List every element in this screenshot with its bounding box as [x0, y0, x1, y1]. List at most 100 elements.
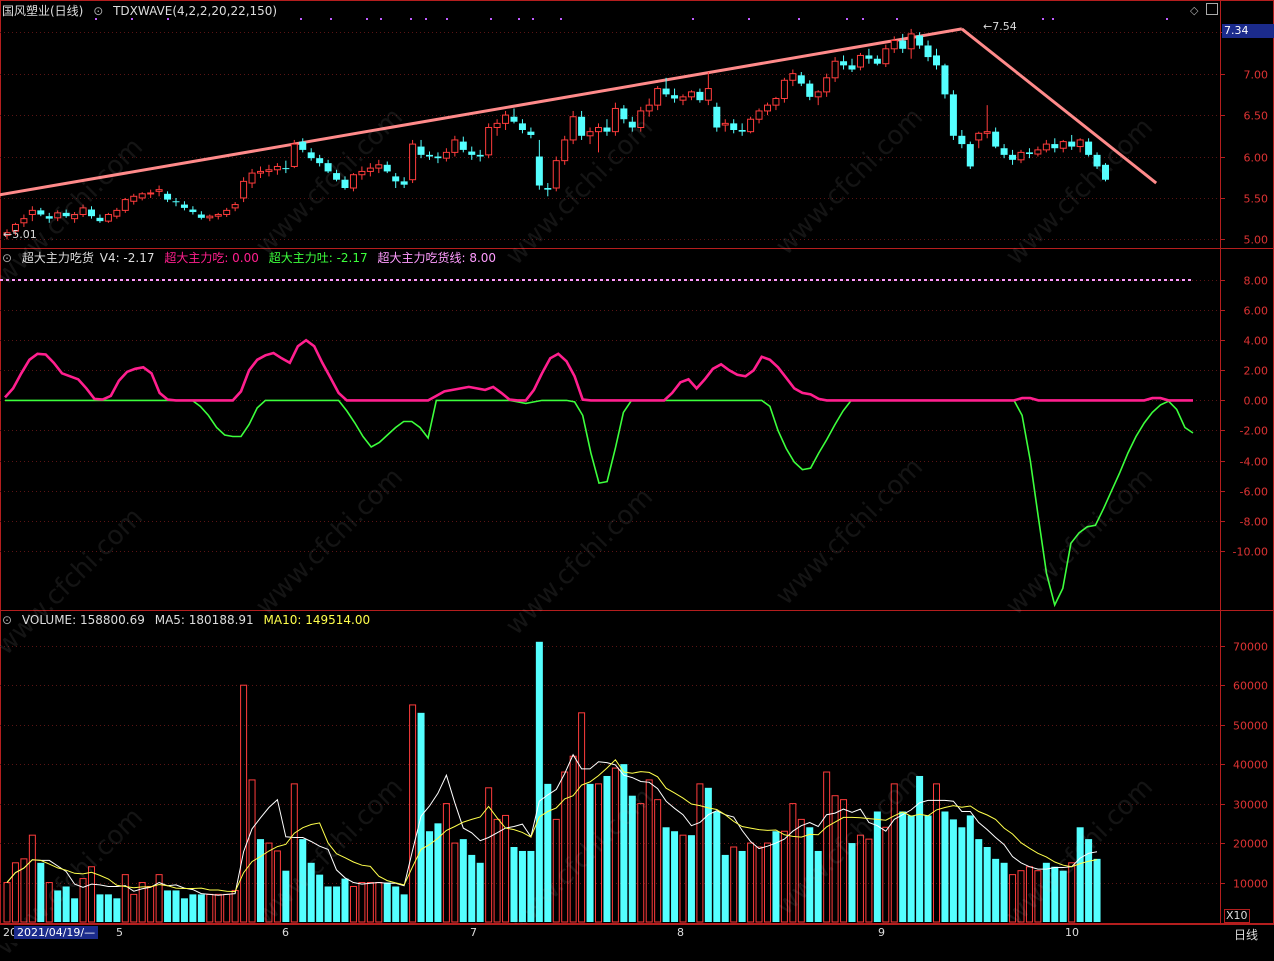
- volume-bar: [409, 704, 417, 923]
- candle-body: [240, 180, 248, 199]
- candle-body: [1025, 152, 1033, 155]
- volume-bar: [442, 803, 450, 923]
- date-prefix: 20: [3, 926, 17, 939]
- collapse-icon[interactable]: ⊙: [93, 4, 104, 18]
- diamond-icon[interactable]: ◇: [1190, 4, 1199, 17]
- volume-bar: [189, 894, 197, 922]
- candle-body: [916, 35, 924, 46]
- volume-bar: [510, 847, 518, 922]
- volume-bar: [121, 874, 129, 923]
- candle-body: [164, 193, 172, 200]
- volume-bar: [1068, 862, 1076, 923]
- candle-body: [197, 214, 205, 218]
- volume-bar: [654, 799, 662, 923]
- candle-body: [662, 88, 670, 95]
- volume-bar: [206, 893, 214, 923]
- volume-bar: [518, 850, 526, 922]
- month-label-8: 8: [677, 926, 684, 939]
- volume-bar: [324, 886, 332, 922]
- candle-body: [831, 60, 839, 79]
- candle-body: [79, 207, 87, 216]
- volume-bar: [1059, 870, 1067, 922]
- volume-bar: [62, 886, 70, 922]
- volume-tick-label: 20000: [1233, 838, 1268, 851]
- candle-body: [595, 127, 602, 133]
- candle-body: [37, 210, 45, 215]
- volume-bar: [747, 842, 755, 923]
- volume-bar: [535, 641, 543, 922]
- candle-body: [400, 181, 408, 185]
- candle-body: [121, 199, 129, 211]
- volume-bar: [1000, 862, 1008, 922]
- signal-marker: [167, 18, 169, 20]
- volume-bar: [20, 858, 28, 923]
- volume-bar: [721, 854, 729, 922]
- volume-bar: [147, 885, 155, 923]
- candle-body: [679, 96, 687, 101]
- signal-marker: [748, 18, 750, 20]
- volume-tick-label: 10000: [1233, 878, 1268, 891]
- signal-marker: [490, 18, 492, 20]
- volume-bar: [890, 783, 898, 923]
- period-label[interactable]: 日线: [1234, 928, 1259, 942]
- volume-bar: [307, 862, 315, 922]
- volume-bar: [71, 898, 79, 922]
- volume-tick-label: 40000: [1233, 759, 1268, 772]
- candle-body: [789, 73, 797, 81]
- candle-body: [172, 201, 180, 203]
- volume-bar: [240, 684, 248, 923]
- candle-body: [645, 104, 653, 112]
- volume-bar: [138, 882, 146, 923]
- candle-body: [155, 189, 163, 192]
- volume-bar: [882, 826, 890, 923]
- candle-body: [561, 139, 569, 162]
- collapse-icon-3[interactable]: ⊙: [2, 613, 13, 627]
- candle-body: [71, 214, 79, 220]
- indicator-name: 超大主力吃货: [21, 251, 94, 265]
- collapse-icon-2[interactable]: ⊙: [2, 251, 13, 265]
- signal-marker: [532, 18, 534, 20]
- candle-body: [975, 132, 983, 141]
- candle-body: [3, 232, 11, 236]
- indicator-tick-label: -8.00: [1240, 516, 1268, 529]
- candle-body: [510, 116, 518, 122]
- candle-body: [45, 216, 53, 219]
- volume-bar: [265, 842, 273, 923]
- candle-body: [586, 131, 594, 137]
- volume-bar: [561, 771, 569, 923]
- candle-body: [383, 164, 391, 172]
- eat-line: [4, 338, 1193, 402]
- candle-body: [485, 127, 493, 156]
- indicator-title[interactable]: TDXWAVE(4,2,2,20,22,150): [113, 4, 278, 18]
- candle-body: [62, 212, 70, 217]
- signal-marker: [1166, 18, 1168, 20]
- candle-body: [671, 95, 679, 99]
- volume-bar: [907, 815, 915, 922]
- volume-bar: [823, 771, 831, 923]
- volume-tick-label: 50000: [1233, 720, 1268, 733]
- volume-bar: [527, 850, 535, 922]
- volume-bar: [671, 831, 679, 922]
- high-price-label: ←7.54: [983, 20, 1017, 33]
- candle-body: [265, 169, 273, 172]
- candle-body: [1017, 151, 1025, 161]
- volume-bar: [933, 783, 940, 923]
- candle-body: [856, 54, 864, 68]
- volume-bar: [3, 882, 11, 923]
- candle-body: [721, 122, 729, 126]
- candle-body: [493, 122, 501, 129]
- indicator-lines: [0, 279, 1194, 608]
- candle-body: [814, 91, 822, 98]
- volume-bar: [941, 811, 949, 922]
- candle-body: [189, 209, 197, 213]
- signal-marker: [366, 18, 368, 20]
- ma10-value: MA10: 149514.00: [263, 613, 371, 627]
- volume-bar: [1042, 862, 1050, 922]
- volume-bar: [45, 882, 53, 923]
- candle-body: [451, 139, 459, 153]
- window-restore-icon[interactable]: [1206, 3, 1218, 15]
- month-label-6: 6: [282, 926, 289, 939]
- candle-body: [713, 106, 721, 128]
- candle-body: [966, 144, 974, 167]
- volume-tick-label: 30000: [1233, 799, 1268, 812]
